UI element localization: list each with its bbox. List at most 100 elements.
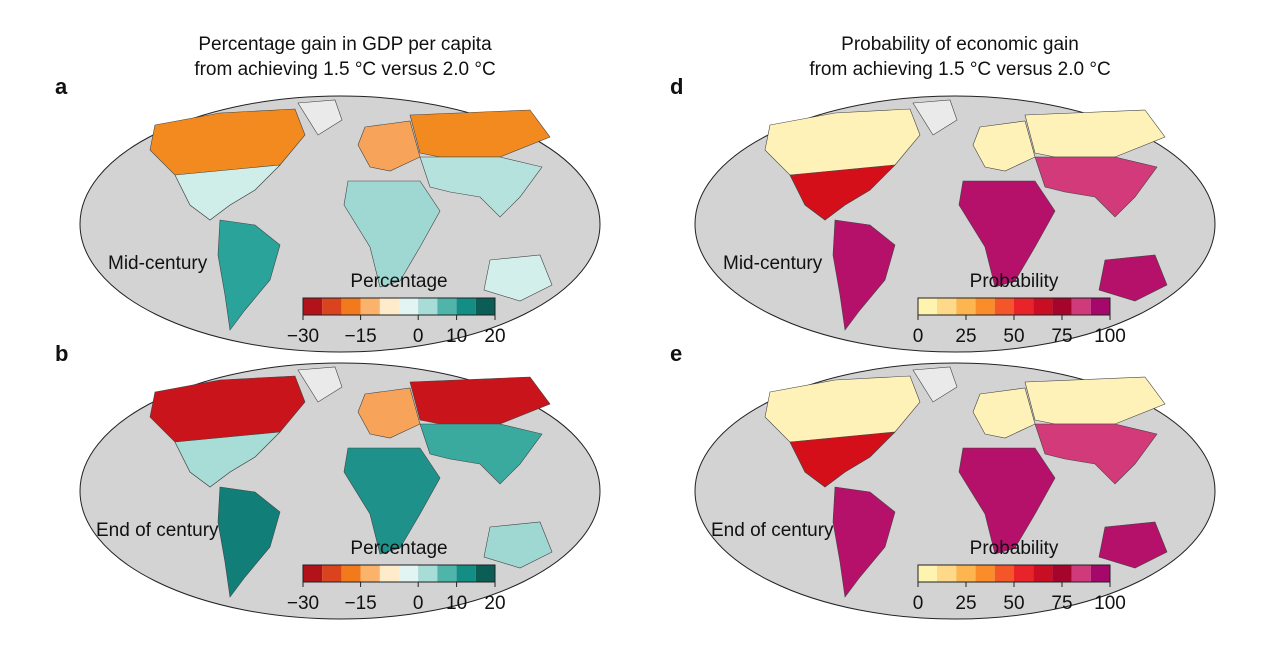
colorbar-tick-label: 100 xyxy=(1094,593,1126,614)
panel-letter: a xyxy=(55,74,68,99)
period-label: Mid-century xyxy=(108,253,208,274)
colorbar-tick-label: −15 xyxy=(344,326,376,347)
colorbar-tick-label: 10 xyxy=(446,593,467,614)
colorbar-swatch xyxy=(303,298,323,315)
colorbar-swatch xyxy=(418,298,438,315)
region xyxy=(297,366,343,403)
colorbar-tick-label: 75 xyxy=(1051,326,1072,347)
colorbar-swatch xyxy=(475,298,495,315)
region xyxy=(912,366,958,403)
column-title: from achieving 1.5 °C versus 2.0 °C xyxy=(809,59,1110,80)
colorbar-swatch xyxy=(1033,298,1053,315)
colorbar-swatch xyxy=(1052,298,1072,315)
region xyxy=(958,180,1056,288)
colorbar-swatch xyxy=(918,298,938,315)
panel-letter: d xyxy=(670,74,683,99)
column-title: Percentage gain in GDP per capita xyxy=(198,34,492,55)
column-title: from achieving 1.5 °C versus 2.0 °C xyxy=(194,59,495,80)
colorbar-tick-label: 0 xyxy=(913,326,924,347)
colorbar-swatch xyxy=(437,298,457,315)
colorbar-swatch xyxy=(399,565,419,582)
colorbar-swatch xyxy=(1033,565,1053,582)
colorbar-swatch xyxy=(937,565,957,582)
colorbar-swatch xyxy=(956,298,976,315)
colorbar-swatch xyxy=(456,298,476,315)
colorbar-tick-label: 0 xyxy=(413,326,424,347)
region xyxy=(1098,521,1168,569)
region xyxy=(343,180,441,288)
region xyxy=(972,120,1036,172)
region xyxy=(419,156,543,218)
region xyxy=(789,164,896,221)
colorbar-swatch xyxy=(360,565,380,582)
column-title: Probability of economic gain xyxy=(841,34,1079,55)
region xyxy=(174,164,281,221)
colorbar-tick-label: −15 xyxy=(344,593,376,614)
region xyxy=(1034,423,1158,485)
region xyxy=(1034,156,1158,218)
colorbar-swatch xyxy=(1071,565,1091,582)
region xyxy=(357,120,421,172)
colorbar-swatch xyxy=(975,565,995,582)
legend-title: Probability xyxy=(970,271,1059,292)
region xyxy=(357,387,421,439)
period-label: Mid-century xyxy=(723,253,823,274)
region xyxy=(958,447,1056,555)
panel-letter: b xyxy=(55,341,68,366)
region xyxy=(297,99,343,136)
colorbar-tick-label: 50 xyxy=(1003,326,1024,347)
region xyxy=(343,447,441,555)
legend-title: Probability xyxy=(970,538,1059,559)
colorbar-tick-label: −30 xyxy=(287,326,319,347)
colorbar-tick-label: 20 xyxy=(484,593,505,614)
region xyxy=(483,254,553,302)
region xyxy=(483,521,553,569)
colorbar-swatch xyxy=(1071,298,1091,315)
colorbar-swatch xyxy=(1014,298,1034,315)
colorbar-swatch xyxy=(341,565,361,582)
colorbar-tick-label: 0 xyxy=(413,593,424,614)
colorbar-swatch xyxy=(418,565,438,582)
colorbar-swatch xyxy=(437,565,457,582)
period-label: End of century xyxy=(711,520,834,541)
colorbar-swatch xyxy=(399,298,419,315)
region xyxy=(174,431,281,488)
colorbar-swatch xyxy=(1052,565,1072,582)
colorbar-swatch xyxy=(1090,298,1110,315)
colorbar-swatch xyxy=(322,565,342,582)
colorbar-swatch xyxy=(994,298,1014,315)
period-label: End of century xyxy=(96,520,219,541)
colorbar-swatch xyxy=(475,565,495,582)
colorbar-tick-label: 0 xyxy=(913,593,924,614)
colorbar-swatch xyxy=(322,298,342,315)
colorbar-swatch xyxy=(937,298,957,315)
colorbar-tick-label: −30 xyxy=(287,593,319,614)
colorbar-swatch xyxy=(975,298,995,315)
colorbar-tick-label: 75 xyxy=(1051,593,1072,614)
region xyxy=(912,99,958,136)
colorbar-tick-label: 100 xyxy=(1094,326,1126,347)
colorbar-swatch xyxy=(1090,565,1110,582)
colorbar-swatch xyxy=(918,565,938,582)
colorbar-swatch xyxy=(379,298,399,315)
region xyxy=(832,486,896,598)
colorbar-tick-label: 20 xyxy=(484,326,505,347)
panel-letter: e xyxy=(670,341,682,366)
colorbar-swatch xyxy=(456,565,476,582)
colorbar-tick-label: 50 xyxy=(1003,593,1024,614)
colorbar-frame xyxy=(302,564,496,583)
colorbar-swatch xyxy=(1014,565,1034,582)
legend-title: Percentage xyxy=(350,538,447,559)
legend-title: Percentage xyxy=(350,271,447,292)
colorbar-tick-label: 10 xyxy=(446,326,467,347)
colorbar-swatch xyxy=(379,565,399,582)
colorbar-swatch xyxy=(360,298,380,315)
colorbar-tick-label: 25 xyxy=(955,326,976,347)
region xyxy=(972,387,1036,439)
colorbar-tick-label: 25 xyxy=(955,593,976,614)
colorbar-swatch xyxy=(956,565,976,582)
colorbar-swatch xyxy=(303,565,323,582)
region xyxy=(1098,254,1168,302)
colorbar-frame xyxy=(302,297,496,316)
